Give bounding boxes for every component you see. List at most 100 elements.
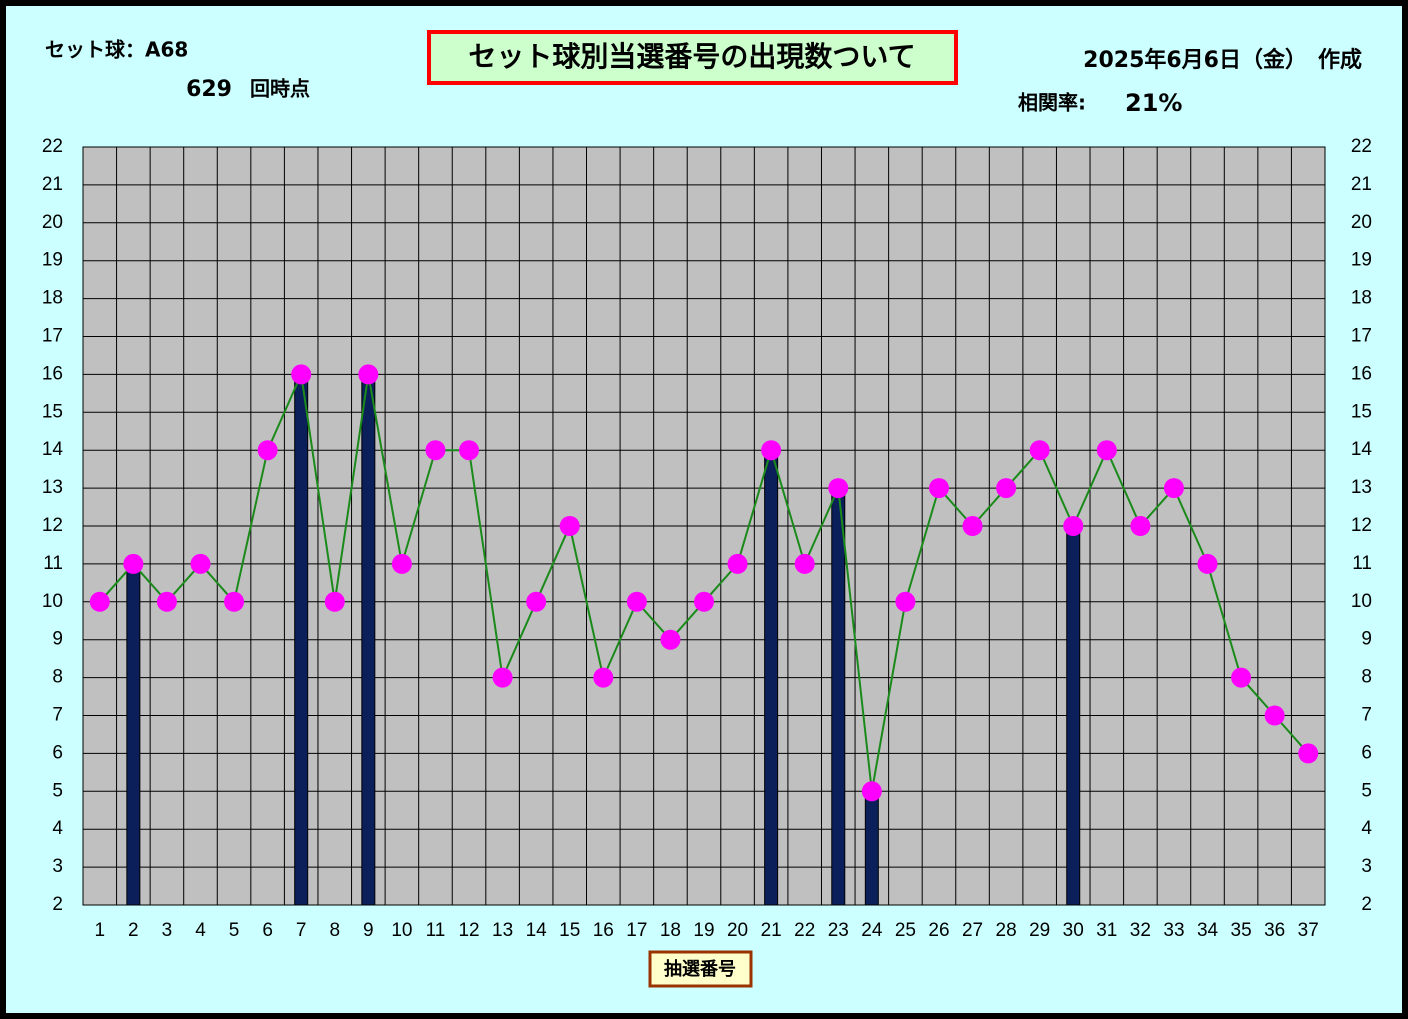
x-tick-label: 33 [1163,920,1184,941]
y2-tick-label: 19 [1351,250,1372,271]
y2-tick-label: 15 [1351,401,1372,422]
y-tick-label: 22 [42,136,63,157]
x-tick-label: 11 [426,920,446,941]
marker [324,591,345,612]
x-tick-label: 15 [559,920,580,941]
y-tick-label: 16 [42,363,63,384]
y2-tick-label: 5 [1361,780,1372,801]
x-tick-label: 24 [861,920,883,941]
marker [257,440,278,461]
x-tick-label: 36 [1264,920,1285,941]
y2-tick-label: 2 [1361,894,1372,915]
y2-tick-label: 18 [1351,288,1372,309]
bar [126,563,141,906]
marker [828,478,849,499]
marker [291,364,312,385]
x-tick-label: 14 [526,920,548,941]
marker [996,478,1017,499]
y-tick-label: 7 [52,705,63,726]
x-tick-label: 3 [162,920,173,941]
y-tick-label: 2 [52,894,63,915]
marker [190,553,211,574]
marker [1197,553,1218,574]
x-tick-label: 22 [794,920,815,941]
marker [593,667,614,688]
y-tick-label: 8 [52,667,63,688]
y2-tick-label: 14 [1351,439,1373,460]
x-tick-label: 32 [1130,920,1151,941]
marker [1163,478,1184,499]
x-tick-label: 13 [492,920,513,941]
x-tick-label: 7 [296,920,307,941]
y-tick-label: 18 [42,288,63,309]
marker [425,440,446,461]
y2-tick-label: 6 [1361,742,1372,763]
y2-tick-label: 17 [1351,326,1372,347]
x-tick-label: 12 [458,920,479,941]
x-tick-label: 2 [128,920,139,941]
bar [361,373,376,906]
marker [526,591,547,612]
y2-tick-label: 13 [1351,477,1372,498]
date: 2025年6月6日（金） 作成 [1083,47,1362,73]
marker [1264,705,1285,726]
y-tick-label: 5 [52,780,63,801]
marker [1029,440,1050,461]
x-tick-label: 28 [996,920,1017,941]
marker [224,591,245,612]
chart-title: セット球別当選番号の出現数ついて [468,40,915,73]
marker [895,591,916,612]
xlabel-box [648,950,753,988]
y-tick-label: 20 [42,212,63,233]
y2-tick-label: 10 [1351,591,1372,612]
x-tick-label: 27 [962,920,983,941]
x-tick-label: 10 [391,920,412,941]
draw-count: 629 [186,77,232,102]
marker [1063,516,1084,536]
y-tick-label: 3 [52,856,63,877]
bar [294,373,309,906]
x-tick-label: 4 [195,920,206,941]
y2-tick-label: 16 [1351,363,1372,384]
y-tick-label: 4 [52,818,63,839]
x-tick-label: 23 [828,920,849,941]
bar [764,449,779,906]
y-tick-label: 14 [42,439,64,460]
x-axis-title: 抽選番号 [664,958,736,980]
x-tick-label: 6 [262,920,273,941]
y2-tick-label: 20 [1351,212,1372,233]
x-tick-label: 19 [693,920,714,941]
x-tick-label: 1 [94,920,105,941]
correlation-label: 相関率: [1018,91,1086,115]
marker [459,440,480,461]
x-tick-label: 35 [1231,920,1252,941]
y2-tick-label: 11 [1352,553,1372,574]
x-tick-label: 9 [363,920,374,941]
marker [794,553,815,574]
y-tick-label: 19 [42,250,63,271]
correlation: 21% [1125,89,1182,117]
y-tick-label: 15 [42,401,63,422]
y2-tick-label: 22 [1351,136,1372,157]
marker [89,591,110,612]
x-tick-label: 25 [895,920,916,941]
y2-tick-label: 4 [1361,818,1372,839]
marker [1130,516,1151,536]
marker [156,591,177,612]
marker [928,478,949,499]
marker [123,553,144,574]
y-tick-label: 13 [42,477,63,498]
y2-tick-label: 3 [1361,856,1372,877]
x-tick-label: 5 [229,920,240,941]
x-tick-label: 37 [1298,920,1319,941]
x-tick-label: 20 [727,920,748,941]
y-tick-label: 11 [43,553,63,574]
x-tick-label: 21 [761,920,782,941]
y-tick-label: 21 [42,174,63,195]
marker [1096,440,1117,461]
marker [358,364,379,385]
y-tick-label: 9 [52,629,63,650]
y-tick-label: 17 [42,326,63,347]
x-tick-label: 18 [660,920,681,941]
x-tick-label: 8 [329,920,340,941]
